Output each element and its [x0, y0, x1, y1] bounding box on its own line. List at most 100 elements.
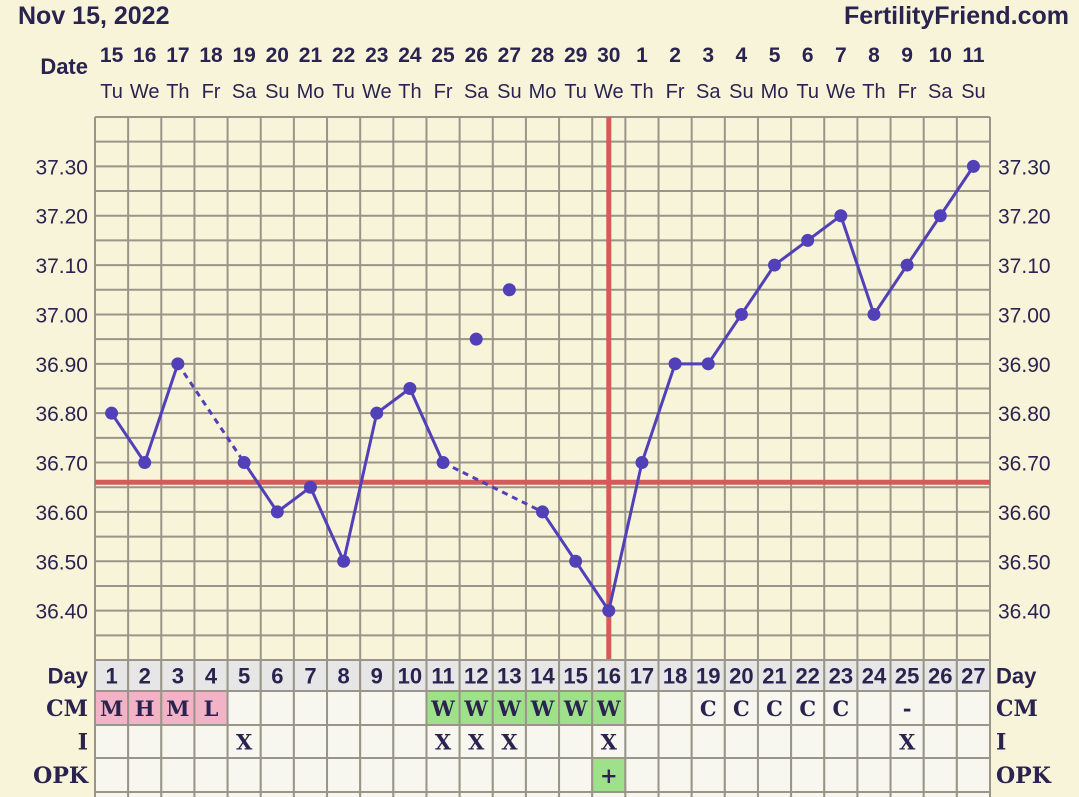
- day-value: 8: [337, 664, 349, 689]
- day-value: 3: [172, 664, 184, 689]
- table-cell-opk: [690, 757, 726, 793]
- table-cell-opk: [723, 757, 759, 793]
- weekday-tick: Th: [630, 81, 653, 103]
- temp-point: [502, 283, 516, 297]
- temp-point: [602, 604, 616, 618]
- table-cell-cm: [657, 690, 693, 726]
- weekday-tick: We: [594, 81, 624, 103]
- i-row-label-left: I: [78, 730, 88, 756]
- y-tick-right: 36.90: [998, 354, 1051, 377]
- table-cell-cm: [127, 690, 163, 726]
- temp-line: [806, 214, 842, 242]
- cm-value: W: [497, 696, 522, 721]
- temp-point: [900, 258, 914, 272]
- day-value: 19: [696, 664, 720, 689]
- temp-line: [872, 264, 909, 316]
- table-cell-cm: [624, 690, 660, 726]
- table-cell-opk: [955, 757, 992, 793]
- chart-date: Nov 15, 2022: [18, 2, 170, 30]
- table-cell-extra: [690, 791, 726, 797]
- weekday-tick: Th: [166, 81, 189, 103]
- table-cell-cm: [491, 690, 527, 726]
- table-cell-i: [657, 724, 693, 759]
- table-cell-i: [856, 724, 892, 759]
- date-tick: 25: [431, 44, 455, 67]
- date-tick: 15: [100, 44, 124, 67]
- date-tick: 26: [465, 44, 488, 67]
- day-value: 27: [961, 664, 985, 689]
- weekday-tick: Mo: [529, 81, 557, 103]
- table-cell-i: [127, 724, 163, 759]
- y-tick-left: 36.50: [35, 551, 88, 574]
- day-value: 10: [398, 664, 422, 689]
- day-value: 4: [205, 664, 218, 689]
- table-cell-extra: [425, 791, 461, 797]
- date-tick: 3: [702, 44, 714, 67]
- cm-row-label-left: CM: [46, 696, 88, 722]
- weekday-tick: Sa: [696, 81, 721, 103]
- date-tick: 8: [868, 44, 880, 67]
- y-tick-right: 37.30: [998, 156, 1051, 179]
- table-cell-extra: [127, 791, 163, 797]
- table-cell-i: [425, 724, 461, 759]
- weekday-tick: Tu: [564, 81, 587, 103]
- temp-line: [110, 412, 146, 464]
- y-tick-left: 36.60: [35, 502, 88, 525]
- weekday-tick: We: [130, 81, 160, 103]
- temp-point: [867, 307, 881, 321]
- weekday-tick: Su: [265, 81, 289, 103]
- table-cell-opk: [756, 757, 793, 793]
- temp-point: [933, 209, 947, 223]
- table-cell-i: [392, 724, 428, 759]
- table-cell-extra: [558, 791, 594, 797]
- table-cell-i: [889, 724, 925, 759]
- day-value: 23: [829, 664, 853, 689]
- weekday-tick: Su: [729, 81, 753, 103]
- temp-line: [939, 165, 975, 217]
- table-cell-i: [524, 724, 561, 759]
- cm-value: M: [166, 696, 189, 721]
- table-cell-cm: [591, 690, 627, 726]
- table-cell-opk: [790, 757, 826, 793]
- temp-line: [276, 486, 312, 514]
- table-cell-i: [823, 724, 859, 759]
- day-row-label-left: Day: [48, 664, 89, 689]
- temp-point: [701, 357, 715, 371]
- weekday-tick: We: [826, 81, 856, 103]
- table-cell-extra: [392, 791, 428, 797]
- table-cell-extra: [790, 791, 826, 797]
- cm-value: H: [135, 696, 155, 721]
- table-cell-i: [292, 724, 329, 759]
- temp-point: [370, 406, 384, 420]
- day-value: 12: [464, 664, 488, 689]
- table-cell-opk: [359, 757, 395, 793]
- date-tick: 19: [232, 44, 255, 67]
- table-cell-day: [94, 659, 130, 692]
- date-tick: 20: [266, 44, 289, 67]
- table-cell-i: [226, 724, 262, 759]
- weekday-tick: Fr: [666, 81, 685, 103]
- date-tick: 9: [901, 44, 913, 67]
- temp-point: [536, 505, 549, 519]
- temp-point: [966, 159, 980, 173]
- date-tick: 16: [133, 44, 156, 67]
- table-cell-opk: [524, 757, 561, 793]
- weekday-tick: Fr: [898, 81, 917, 103]
- date-tick: 5: [769, 44, 781, 67]
- day-value: 13: [497, 664, 521, 689]
- table-cell-opk: [392, 757, 428, 793]
- temp-point: [138, 456, 152, 470]
- table-cell-opk: [558, 757, 594, 793]
- table-cell-extra: [856, 791, 892, 797]
- y-tick-left: 36.40: [35, 601, 88, 624]
- y-tick-right: 36.80: [998, 403, 1051, 426]
- temp-line: [607, 462, 644, 611]
- date-tick: 7: [835, 44, 847, 67]
- day-value: 16: [597, 664, 621, 689]
- opk-row-label-right: OPK: [996, 763, 1052, 789]
- temp-line: [773, 239, 809, 267]
- day-value: 25: [895, 664, 919, 689]
- date-tick: 21: [299, 44, 323, 67]
- cm-value: W: [596, 696, 621, 721]
- day-value: 6: [271, 664, 283, 689]
